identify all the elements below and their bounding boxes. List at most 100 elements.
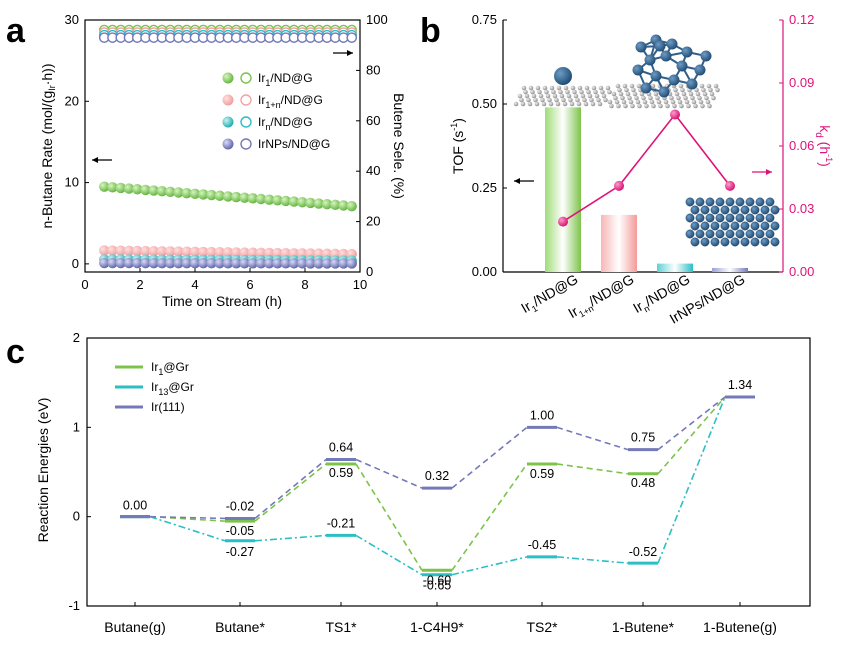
rate-point bbox=[264, 258, 275, 269]
carbon-atom bbox=[540, 97, 545, 103]
category-label: 1-C4H9* bbox=[410, 619, 464, 635]
carbon-atom bbox=[605, 85, 611, 91]
carbon-atom bbox=[701, 87, 706, 93]
carbon-atom bbox=[688, 91, 694, 97]
nanoparticle-atom bbox=[760, 221, 770, 231]
rate-point bbox=[222, 247, 234, 258]
kd-tick-label: 0.06 bbox=[789, 138, 814, 153]
nanoparticle-atom bbox=[770, 205, 780, 215]
carbon-atom bbox=[519, 97, 524, 103]
rate-point bbox=[239, 247, 250, 258]
rate-point bbox=[198, 246, 209, 258]
rate-point bbox=[288, 196, 300, 207]
rate-point bbox=[321, 199, 333, 210]
panel-b-ylabel-right: kd (h-1) bbox=[813, 125, 834, 167]
rate-point bbox=[123, 257, 135, 269]
rate-point bbox=[305, 258, 316, 269]
carbon-atom bbox=[552, 93, 558, 99]
rate-point bbox=[107, 245, 118, 256]
rate-point bbox=[181, 246, 192, 257]
y-tick-label: 1 bbox=[73, 419, 80, 434]
carbon-atom bbox=[624, 87, 629, 93]
nanoparticle-atom bbox=[685, 229, 695, 239]
carbon-atom bbox=[600, 89, 605, 95]
carbon-atom bbox=[549, 85, 555, 91]
carbon-atom bbox=[622, 83, 628, 89]
carbon-atom bbox=[637, 103, 642, 109]
nanoparticle-atom bbox=[720, 205, 730, 215]
rate-point bbox=[189, 246, 201, 257]
carbon-atom bbox=[690, 95, 695, 101]
iridium-atom bbox=[668, 74, 680, 86]
connector-line bbox=[254, 458, 327, 520]
tof-bar bbox=[545, 107, 581, 272]
rate-point bbox=[231, 191, 242, 203]
rate-point bbox=[280, 195, 291, 207]
connector-line bbox=[657, 396, 726, 451]
rate-point bbox=[198, 258, 209, 269]
panel-b-ylabel-left: TOF (s-1) bbox=[449, 118, 466, 174]
rate-point bbox=[214, 190, 225, 201]
rate-point bbox=[115, 182, 126, 194]
carbon-atom bbox=[586, 89, 591, 95]
rate-point bbox=[330, 258, 341, 269]
legend-rate-marker bbox=[222, 72, 234, 84]
iridium-atom bbox=[681, 46, 693, 58]
carbon-atom bbox=[561, 97, 566, 103]
carbon-atom bbox=[554, 97, 559, 103]
panel-c-chart: -1 0 1 2 -0.05 0.59 -0.60 0.59 0.48 1.34 0.00 -0.2… bbox=[35, 330, 811, 635]
carbon-atom bbox=[672, 103, 677, 109]
kd-point bbox=[725, 180, 735, 191]
nanoparticle-atom bbox=[740, 237, 750, 247]
rate-point bbox=[165, 186, 176, 198]
carbon-atom bbox=[513, 101, 519, 107]
nanoparticle-atom bbox=[750, 221, 760, 231]
panel-c-ticks: -1 0 1 2 bbox=[68, 330, 741, 613]
carbon-atom bbox=[697, 95, 702, 101]
nanoparticle-atom bbox=[750, 205, 760, 215]
rate-point bbox=[156, 185, 168, 197]
rate-point bbox=[99, 245, 110, 256]
rate-point bbox=[115, 245, 126, 256]
nanoparticle-atom bbox=[755, 197, 765, 207]
carbon-atom bbox=[555, 101, 561, 107]
carbon-atom bbox=[656, 99, 662, 105]
carbon-atom bbox=[669, 95, 674, 101]
iridium-atom bbox=[694, 64, 706, 76]
carbon-atom bbox=[541, 101, 547, 107]
carbon-atom bbox=[663, 99, 669, 105]
y-right-tick-label: 0 bbox=[366, 264, 373, 279]
panel-c-frame bbox=[86, 337, 811, 607]
rate-point bbox=[132, 184, 143, 195]
nanoparticle-atom bbox=[690, 237, 700, 247]
tof-axis-arrow-head bbox=[514, 178, 520, 184]
kd-point bbox=[670, 109, 680, 120]
connector-line bbox=[355, 463, 423, 571]
carbon-atom bbox=[650, 83, 656, 89]
carbon-atom bbox=[580, 93, 586, 99]
carbon-atom bbox=[681, 91, 687, 97]
carbon-atom bbox=[615, 83, 621, 89]
nanoparticle-atom bbox=[720, 221, 730, 231]
carbon-atom bbox=[715, 87, 720, 93]
rate-point bbox=[346, 258, 357, 269]
carbon-atom bbox=[695, 91, 701, 97]
y-right-tick-label: 100 bbox=[366, 12, 388, 27]
rate-point bbox=[140, 257, 151, 269]
nanoparticle-atom bbox=[770, 221, 780, 231]
nanoparticle-atom bbox=[770, 237, 780, 247]
carbon-atom bbox=[630, 103, 635, 109]
carbon-atom bbox=[639, 91, 645, 97]
rate-point bbox=[189, 188, 201, 199]
rate-point bbox=[148, 185, 159, 196]
nanoparticle-atom bbox=[755, 229, 765, 239]
carbon-atom bbox=[694, 87, 699, 93]
carbon-atom bbox=[547, 97, 552, 103]
x-tick-label: 4 bbox=[191, 277, 198, 292]
nanoparticle-atom bbox=[700, 237, 710, 247]
rate-point bbox=[206, 258, 217, 269]
carbon-atom bbox=[569, 101, 575, 107]
nanoparticle-atom bbox=[725, 229, 735, 239]
